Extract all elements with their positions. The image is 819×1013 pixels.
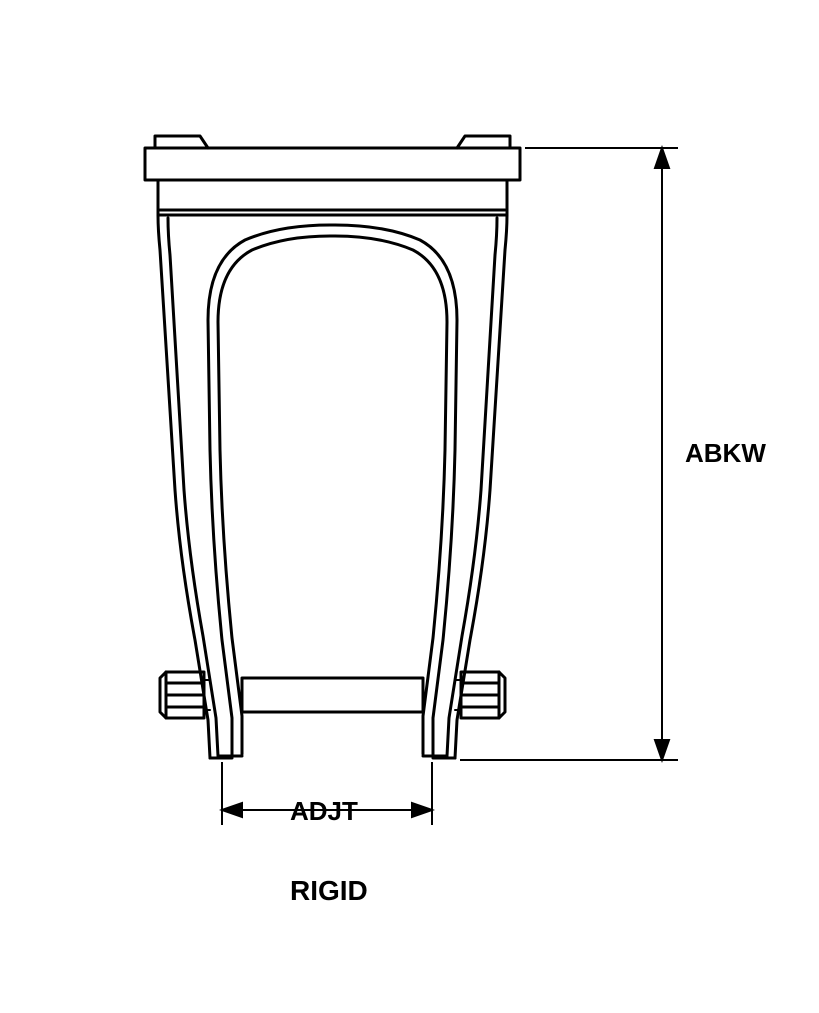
fork-drawing-svg <box>0 0 819 1008</box>
horizontal-dimension-label: ADJT <box>290 796 358 827</box>
vertical-dimension-label: ABKW <box>685 438 766 469</box>
technical-diagram: ABKW ADJT RIGID <box>0 0 819 1008</box>
diagram-title: RIGID <box>290 875 368 907</box>
